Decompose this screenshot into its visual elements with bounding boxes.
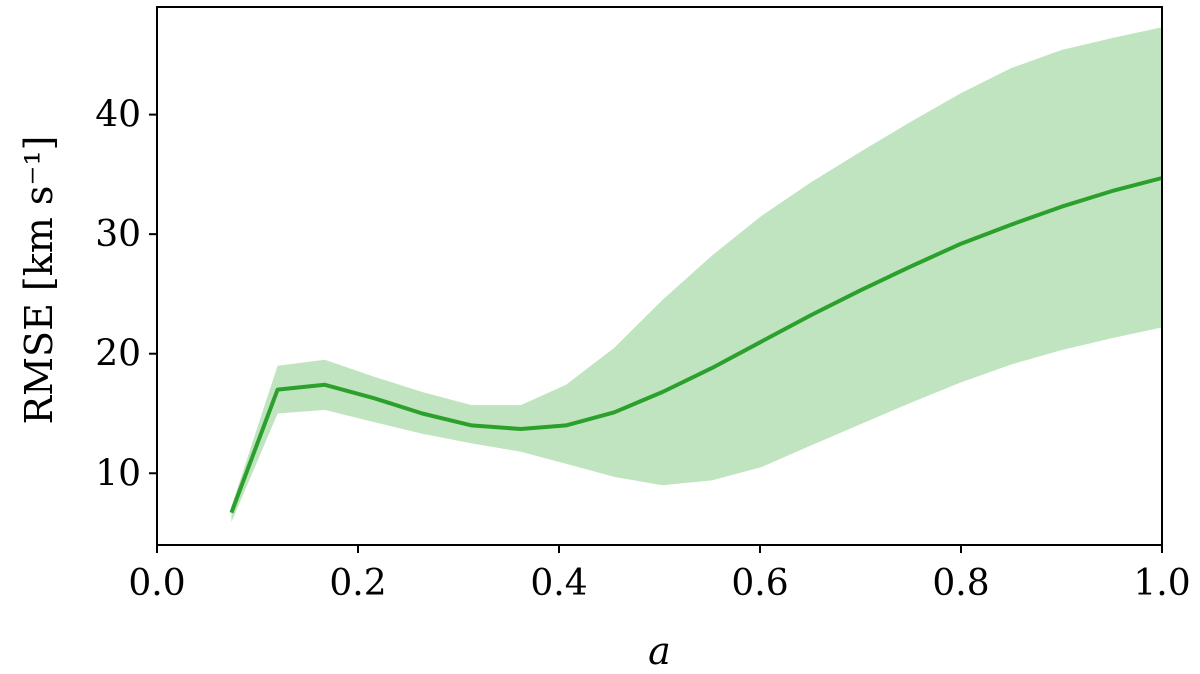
y-axis-label: RMSE [km s⁻¹] <box>17 136 61 425</box>
y-tick-label: 40 <box>95 95 141 136</box>
y-tick-label: 30 <box>95 214 141 255</box>
plot-frame <box>156 6 1163 546</box>
x-tick-label: 0.4 <box>530 563 587 604</box>
x-tick-label: 0.0 <box>128 563 185 604</box>
y-ticks: 10 20 30 40 <box>95 95 157 494</box>
uncertainty-band <box>231 27 1162 523</box>
series-line-layer <box>229 176 1163 514</box>
x-tick-label: 1.0 <box>1133 563 1190 604</box>
uncertainty-band-layer <box>231 27 1162 523</box>
x-ticks: 0.0 0.2 0.4 0.6 0.8 1.0 <box>128 545 1191 604</box>
x-tick-label: 0.8 <box>932 563 989 604</box>
rmse-series-line <box>229 176 1163 514</box>
x-tick-label: 0.6 <box>731 563 788 604</box>
y-tick-label: 20 <box>95 334 141 375</box>
y-tick-label: 10 <box>95 453 141 494</box>
x-axis-label: a <box>648 629 671 673</box>
x-tick-label: 0.2 <box>329 563 386 604</box>
